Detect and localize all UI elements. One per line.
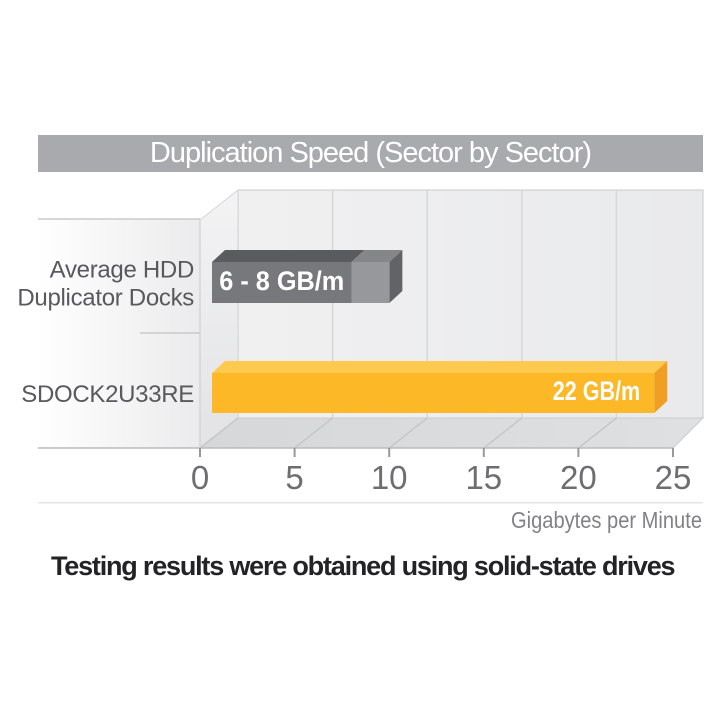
bar-top-face bbox=[212, 361, 668, 373]
bar-front-face bbox=[351, 262, 390, 303]
tick-label-0: 0 bbox=[191, 459, 209, 496]
tick-label-15: 15 bbox=[465, 459, 502, 496]
floor-depth-line-5 bbox=[294, 417, 334, 449]
category-label: Duplicator Docks bbox=[17, 285, 194, 312]
bar-value-label: 22 GB/m bbox=[553, 376, 641, 406]
tick-label-20: 20 bbox=[560, 459, 597, 496]
axis-unit-label: Gigabytes per Minute bbox=[511, 507, 702, 533]
chart-title-bar: Duplication Speed (Sector by Sector) bbox=[38, 135, 703, 172]
floor-depth-line-0 bbox=[199, 417, 239, 449]
axis-divider-rule bbox=[38, 502, 703, 504]
tick-label-10: 10 bbox=[371, 459, 408, 496]
bar-front-face bbox=[212, 262, 352, 303]
category-label: Average HDD bbox=[50, 257, 194, 284]
floor-depth-line-10 bbox=[388, 417, 428, 449]
bar-end-face bbox=[389, 250, 403, 303]
category-label: SDOCK2U33RE bbox=[21, 381, 194, 408]
floor-depth-line-20 bbox=[577, 417, 617, 449]
bar-top-face bbox=[212, 250, 365, 262]
floor-depth-line-15 bbox=[483, 417, 523, 449]
floor bbox=[198, 417, 705, 449]
bar-top-face bbox=[351, 250, 403, 262]
bar-front-face bbox=[212, 373, 655, 413]
tick-label-25: 25 bbox=[655, 459, 692, 496]
bar-end-face bbox=[654, 361, 668, 413]
bar-value-label: 6 - 8 GB/m bbox=[219, 266, 344, 296]
tick-label-5: 5 bbox=[285, 459, 303, 496]
footnote-text: Testing results were obtained using soli… bbox=[51, 551, 676, 581]
chart-title: Duplication Speed (Sector by Sector) bbox=[149, 137, 592, 169]
